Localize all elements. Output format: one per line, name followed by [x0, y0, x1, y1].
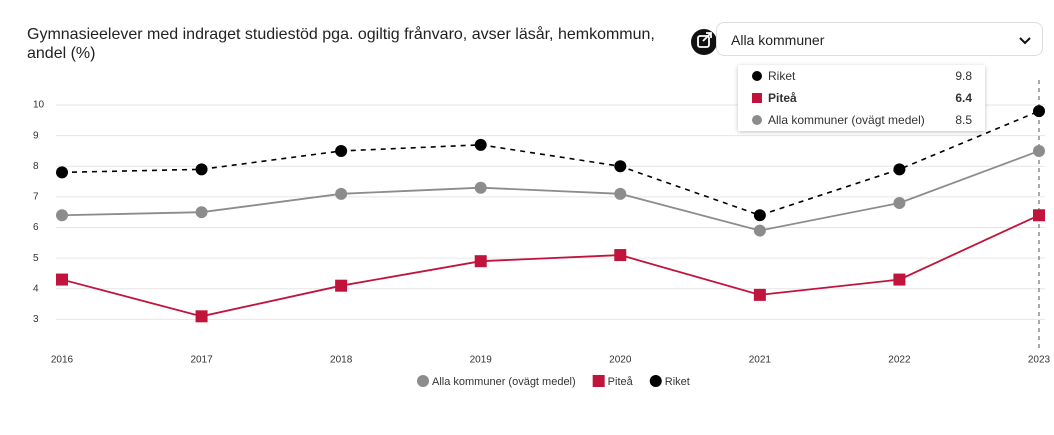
point [893, 163, 906, 176]
tooltip-label: Piteå [768, 91, 797, 105]
point [56, 166, 68, 179]
legend-marker [592, 375, 605, 387]
tooltip-value: 6.4 [955, 91, 972, 105]
point [56, 209, 68, 222]
x-tick-label: 2016 [51, 355, 74, 366]
point [893, 273, 906, 286]
legend-marker [649, 375, 662, 387]
legend-label: Alla kommuner (ovägt medel) [432, 376, 576, 388]
point [195, 163, 208, 176]
legend-label: Piteå [608, 376, 634, 388]
y-tick-label: 6 [33, 222, 39, 233]
legend-label: Riket [665, 376, 690, 388]
point [56, 273, 68, 286]
y-tick-label: 4 [33, 283, 39, 294]
point [195, 310, 208, 323]
point [753, 288, 766, 301]
point [195, 206, 208, 219]
point [893, 197, 906, 210]
dropdown-value: Alla kommuner [731, 32, 825, 48]
series-line [61, 110, 1040, 217]
point [1033, 209, 1045, 222]
chart-title: Gymnasieelever med indraget studiestöd p… [27, 26, 655, 62]
point [614, 160, 627, 173]
tooltip-label: Riket [768, 69, 796, 83]
point [614, 187, 627, 200]
point [753, 209, 766, 222]
tooltip-marker [752, 115, 762, 125]
y-tick-label: 7 [33, 192, 39, 203]
series-line [61, 214, 1040, 318]
point [1033, 144, 1045, 157]
point [335, 279, 348, 292]
series-line [61, 150, 1040, 232]
tooltip-content: Riket 9.8 Piteå 6.4 Alla kommuner (ovägt med… [752, 69, 972, 127]
legend-marker [417, 375, 429, 387]
tooltip-value: 9.8 [955, 69, 972, 83]
point [335, 187, 348, 200]
y-tick-label: 8 [33, 161, 39, 172]
point [474, 138, 487, 151]
y-tick-label: 10 [33, 100, 45, 111]
tooltip-marker [752, 93, 762, 103]
tooltip-marker [752, 71, 762, 81]
tooltip: Riket 9.8 Piteå 6.4 Alla kommuner (ovägt med… [738, 65, 985, 131]
tooltip-label: Alla kommuner (ovägt medel) [768, 113, 925, 127]
y-tick-label: 5 [33, 253, 39, 264]
tooltip-value: 8.5 [955, 113, 972, 127]
point [614, 249, 627, 262]
point [1033, 105, 1045, 118]
x-tick-label: 2020 [609, 355, 632, 366]
x-tick-label: 2021 [749, 355, 772, 366]
point [474, 255, 487, 268]
x-tick-label: 2018 [330, 355, 353, 366]
y-tick-label: 9 [33, 130, 39, 141]
y-tick-label: 3 [33, 314, 39, 325]
x-tick-label: 2022 [888, 355, 911, 366]
point [474, 181, 487, 194]
x-tick-label: 2019 [470, 355, 493, 366]
point [335, 144, 348, 157]
chevron [1019, 37, 1031, 45]
point [753, 224, 766, 237]
x-tick-label: 2023 [1028, 355, 1051, 366]
municipality-dropdown[interactable]: Alla kommuner [716, 22, 1043, 56]
x-tick-label: 2017 [190, 355, 213, 366]
